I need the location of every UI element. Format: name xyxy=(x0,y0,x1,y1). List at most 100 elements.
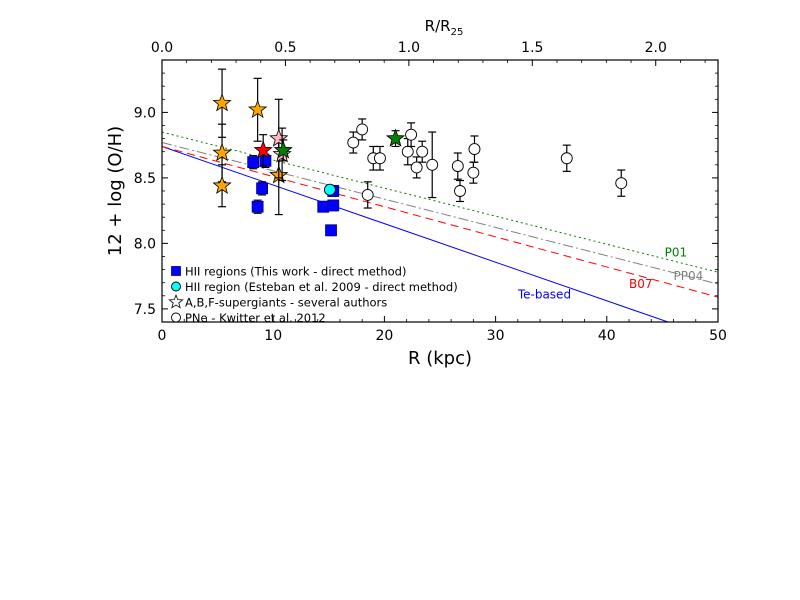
x-tick-label: 40 xyxy=(598,328,616,344)
marker-square xyxy=(256,182,268,195)
marker-square xyxy=(247,156,260,169)
marker-circle xyxy=(468,143,481,156)
y-axis-label: 12 + log (O/H) xyxy=(105,126,126,256)
label-b07: B07 xyxy=(629,277,653,291)
marker-circle xyxy=(401,145,414,158)
point-pne-kwitter-et-al-2012 xyxy=(468,135,481,163)
top-tick-label: 1.0 xyxy=(398,40,420,56)
y-tick-label: 9.0 xyxy=(134,105,156,121)
line-b07 xyxy=(162,145,718,298)
point-pne-kwitter-et-al-2012 xyxy=(560,144,573,172)
marker-circle xyxy=(451,160,464,173)
point-pne-kwitter-et-al-2012 xyxy=(615,169,628,197)
marker-square xyxy=(325,224,337,237)
x-tick-label: 20 xyxy=(375,328,393,344)
marker-square xyxy=(327,199,340,212)
legend-entry: A,B,F-supergiants - several authors xyxy=(168,293,387,310)
marker-circle xyxy=(405,128,418,141)
marker-star xyxy=(253,140,273,159)
marker-circle xyxy=(615,177,628,190)
legend-marker-star xyxy=(168,293,184,309)
point-pne-kwitter-et-al-2012 xyxy=(405,122,418,148)
marker-circle xyxy=(416,145,429,158)
marker-circle xyxy=(323,183,336,196)
point-pne-kwitter-et-al-2012 xyxy=(361,181,374,209)
line-te-based xyxy=(162,145,669,322)
point-hii-regions-this-work-direct-method xyxy=(259,153,272,169)
point-pne-kwitter-et-al-2012 xyxy=(454,179,466,203)
top-tick-label: 0.5 xyxy=(274,40,296,56)
top-tick-label: 1.5 xyxy=(521,40,543,56)
marker-star xyxy=(247,99,268,118)
marker-circle xyxy=(467,166,480,179)
label-p01: P01 xyxy=(665,246,688,260)
point-pne-kwitter-et-al-2012 xyxy=(347,131,360,154)
line-pp04 xyxy=(162,142,718,285)
legend-entry: HII regions (This work - direct method) xyxy=(171,265,406,279)
line-p01 xyxy=(162,131,718,273)
marker-star xyxy=(385,128,406,147)
point-hii-region-esteban-et-al-2009-direct-method xyxy=(323,183,336,196)
point-a-b-f-supergiants-several-authors xyxy=(247,77,268,142)
legend-entry: HII region (Esteban et al. 2009 - direct… xyxy=(171,280,458,294)
y-tick-label: 8.5 xyxy=(134,171,156,187)
top-axis-label-main: R/R xyxy=(425,17,451,35)
label-pp04: PP04 xyxy=(674,269,704,283)
x-axis-label: R (kpc) xyxy=(408,348,472,369)
legend-marker-circle xyxy=(171,312,181,323)
marker-star xyxy=(212,142,232,162)
marker-star xyxy=(212,175,232,194)
legend-entry: PNe - Kwitter et al. 2012 xyxy=(171,311,326,325)
legend-label: A,B,F-supergiants - several authors xyxy=(185,296,387,310)
point-hii-regions-this-work-direct-method xyxy=(247,155,260,170)
marker-square xyxy=(317,200,330,213)
x-tick-label: 0 xyxy=(158,328,167,344)
point-hii-regions-this-work-direct-method xyxy=(256,181,268,196)
legend-marker-square xyxy=(171,266,181,276)
marker-circle xyxy=(560,152,573,165)
legend-label: HII region (Esteban et al. 2009 - direct… xyxy=(185,280,458,294)
marker-circle xyxy=(356,123,369,136)
marker-circle xyxy=(361,188,374,201)
marker-square xyxy=(259,154,272,167)
marker-circle xyxy=(426,158,439,171)
top-axis-label: R/R25 xyxy=(425,17,464,38)
point-pne-kwitter-et-al-2012 xyxy=(451,152,464,180)
x-tick-label: 30 xyxy=(487,328,505,344)
legend: HII regions (This work - direct method)H… xyxy=(168,265,458,325)
point-a-b-f-supergiants-several-authors xyxy=(253,134,273,167)
marker-circle xyxy=(347,136,360,149)
point-hii-regions-this-work-direct-method xyxy=(317,200,330,213)
legend-marker-circle xyxy=(171,281,181,292)
point-hii-regions-this-work-direct-method xyxy=(325,224,337,237)
point-pne-kwitter-et-al-2012 xyxy=(410,156,423,179)
legend-label: PNe - Kwitter et al. 2012 xyxy=(185,311,326,325)
point-a-b-f-supergiants-several-authors xyxy=(385,128,406,148)
marker-circle xyxy=(374,152,386,165)
legend-label: HII regions (This work - direct method) xyxy=(185,265,406,279)
y-tick-label: 7.5 xyxy=(134,302,156,318)
point-hii-regions-this-work-direct-method xyxy=(327,199,340,212)
point-pne-kwitter-et-al-2012 xyxy=(356,118,369,141)
top-axis-label-sub: 25 xyxy=(451,27,464,38)
x-tick-label: 50 xyxy=(709,328,727,344)
point-a-b-f-supergiants-several-authors xyxy=(273,139,293,162)
marker-star xyxy=(212,93,232,112)
point-pne-kwitter-et-al-2012 xyxy=(416,140,429,163)
point-hii-regions-this-work-direct-method xyxy=(251,199,264,214)
point-pne-kwitter-et-al-2012 xyxy=(467,161,480,184)
label-te-based: Te-based xyxy=(517,287,571,301)
axis-ticks: 0 10 20 30 40 50 7.5 8.0 8.5 9.0 0.0 0.5 1.0 1.5 2.0 xyxy=(134,40,727,344)
top-tick-label: 2.0 xyxy=(645,40,667,56)
data-points xyxy=(212,68,628,237)
point-pne-kwitter-et-al-2012 xyxy=(374,145,386,171)
x-tick-label: 10 xyxy=(264,328,282,344)
marker-star xyxy=(269,128,289,147)
y-tick-label: 8.0 xyxy=(134,236,156,252)
marker-square xyxy=(251,200,264,213)
marker-circle xyxy=(454,185,466,197)
marker-star xyxy=(273,140,293,159)
point-a-b-f-supergiants-several-authors xyxy=(269,98,289,179)
point-a-b-f-supergiants-several-authors xyxy=(212,164,232,208)
